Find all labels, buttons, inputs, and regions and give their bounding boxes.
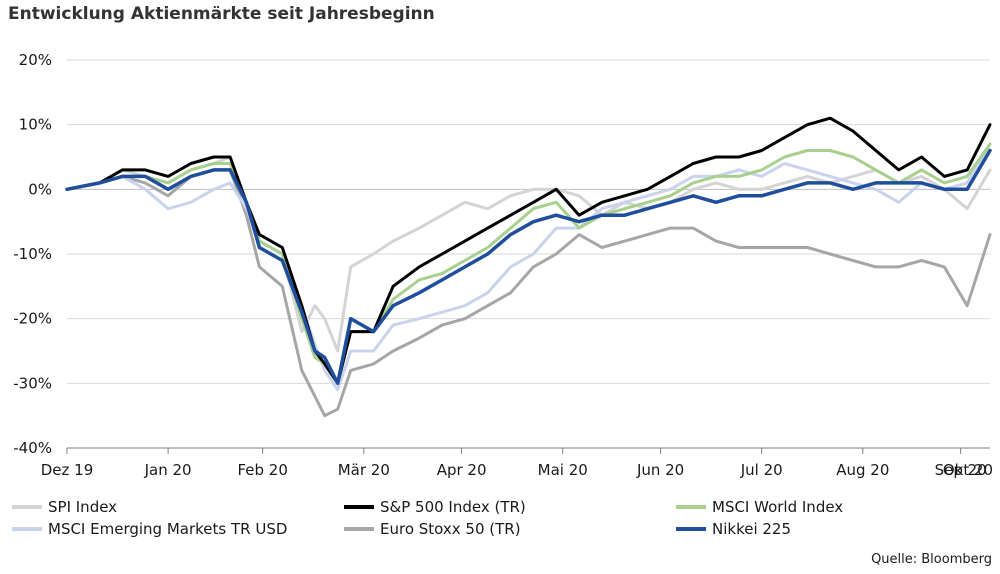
y-tick-label: 20% — [19, 51, 52, 69]
legend-item-msci-world: MSCI World Index — [676, 498, 843, 516]
series-line-msci-world-index — [65, 142, 992, 385]
x-axis: Dez 19 Jan 20 Feb 20 Mär 20 Apr 20 Mai 20 Jun … — [41, 447, 993, 479]
legend-label: Euro Stoxx 50 (TR) — [380, 520, 521, 538]
y-tick-label: 10% — [19, 116, 52, 134]
legend-label: MSCI Emerging Markets TR USD — [48, 520, 288, 538]
y-axis-tick-labels: 20% 10% 0% -10% -20% -30% -40% — [13, 51, 52, 457]
legend-label: MSCI World Index — [712, 498, 844, 516]
legend-item-sp500: S&P 500 Index (TR) — [344, 498, 526, 516]
x-tick-label: Mai 20 — [538, 461, 588, 479]
x-tick-label: Sep 20 — [935, 461, 987, 479]
y-tick-label: -40% — [13, 439, 52, 457]
series-lines — [65, 116, 992, 418]
legend-swatch-sp500 — [344, 505, 374, 509]
legend-swatch-nikkei — [676, 527, 706, 531]
legend-item-spi: SPI Index — [12, 498, 117, 516]
legend-swatch-msci-world — [676, 505, 706, 509]
x-tick-label: Jul 20 — [740, 461, 783, 479]
x-tick-label: Apr 20 — [437, 461, 487, 479]
y-tick-label: 0% — [28, 180, 52, 198]
chart-title: Entwicklung Aktienmärkte seit Jahresbegi… — [8, 4, 435, 24]
y-tick-label: -10% — [13, 245, 52, 263]
legend-label: Nikkei 225 — [712, 520, 792, 538]
series-line-msci-emerging-markets-tr-usd — [65, 142, 992, 392]
legend-item-euro-stoxx: Euro Stoxx 50 (TR) — [344, 520, 521, 538]
legend: SPI Index S&P 500 Index (TR) MSCI World … — [0, 494, 1000, 544]
series-line-nikkei-225 — [65, 148, 992, 386]
gridlines — [67, 59, 990, 449]
x-tick-label: Jun 20 — [636, 461, 684, 479]
x-tick-label: Feb 20 — [237, 461, 287, 479]
x-tick-label: Dez 19 — [41, 461, 94, 479]
legend-swatch-euro-stoxx — [344, 527, 374, 531]
series-line-s-p-500-index-tr — [65, 116, 992, 385]
legend-item-msci-em: MSCI Emerging Markets TR USD — [12, 520, 287, 538]
x-tick-label: Okt 20 — [943, 461, 993, 479]
legend-swatch-spi — [12, 505, 42, 509]
legend-swatch-msci-em — [12, 527, 42, 531]
y-tick-label: -20% — [13, 310, 52, 328]
line-chart: 20% 10% 0% -10% -20% -30% -40% Dez 19 Jan 20 Feb… — [13, 51, 993, 479]
y-tick-label: -30% — [13, 374, 52, 392]
legend-label: S&P 500 Index (TR) — [380, 498, 526, 516]
x-tick-label: Mär 20 — [338, 461, 390, 479]
legend-label: SPI Index — [48, 498, 118, 516]
legend-item-nikkei: Nikkei 225 — [676, 520, 791, 538]
source-note: Quelle: Bloomberg — [871, 552, 992, 567]
x-tick-label: Aug 20 — [836, 461, 889, 479]
x-tick-label: Jan 20 — [144, 461, 192, 479]
